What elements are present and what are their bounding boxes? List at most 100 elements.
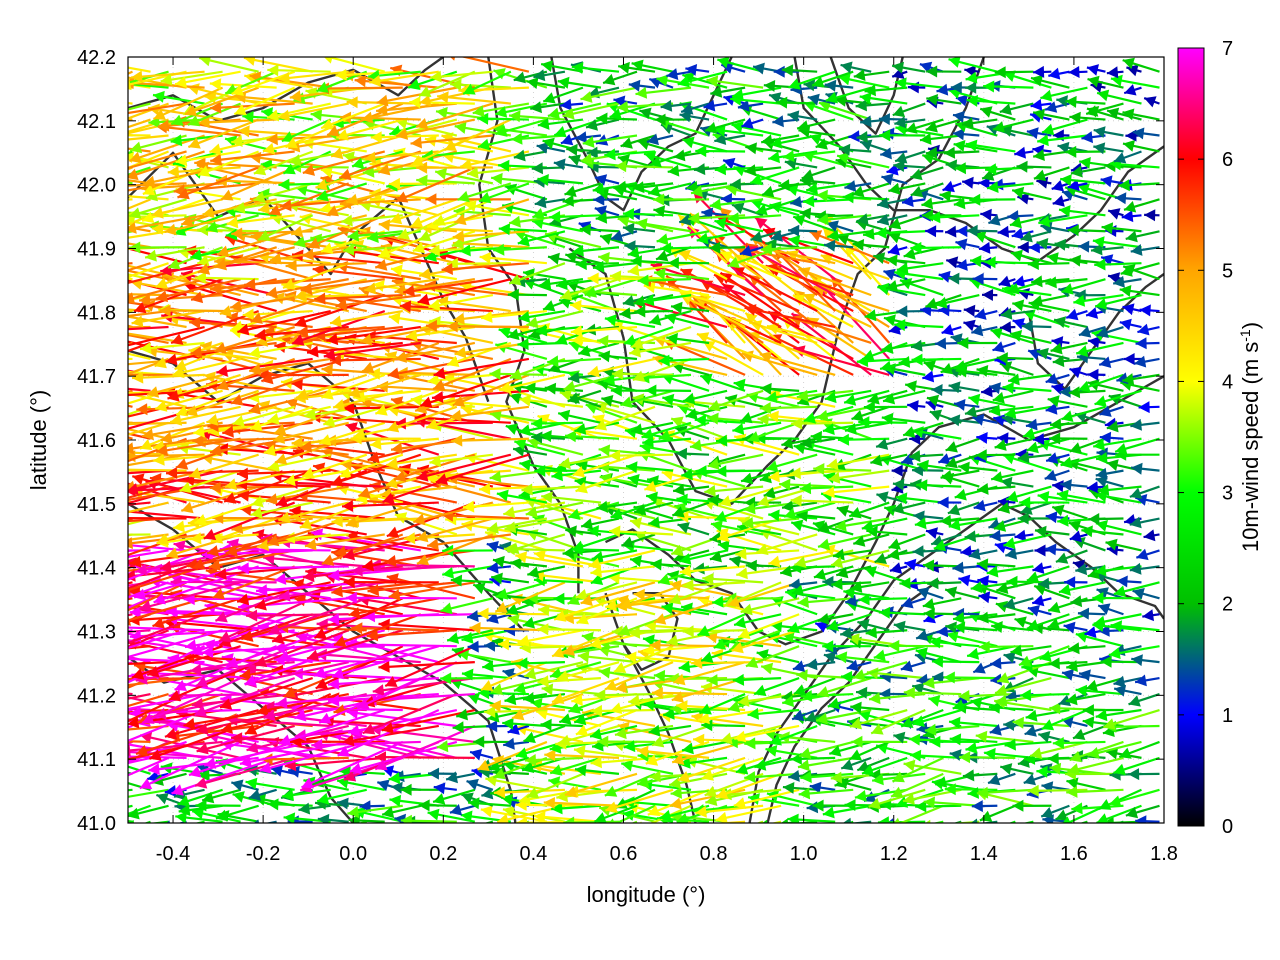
wind-arrow bbox=[327, 692, 439, 707]
wind-arrow bbox=[651, 724, 710, 748]
x-tick-label: -0.4 bbox=[156, 843, 190, 865]
wind-arrow bbox=[284, 820, 295, 823]
wind-arrow bbox=[915, 647, 962, 664]
wind-arrow bbox=[1125, 804, 1160, 819]
wind-arrow bbox=[994, 677, 1052, 696]
wind-arrow bbox=[195, 799, 241, 812]
wind-arrow bbox=[891, 756, 944, 783]
wind-arrow bbox=[793, 677, 836, 696]
colorbar bbox=[1177, 47, 1205, 827]
wind-arrow bbox=[701, 756, 764, 781]
wind-arrow bbox=[490, 677, 548, 696]
wind-arrow bbox=[128, 645, 151, 650]
wind-arrow bbox=[551, 802, 602, 815]
wind-arrow bbox=[1008, 820, 1016, 823]
colorbar-title-end: ) bbox=[1238, 322, 1263, 329]
wind-arrow bbox=[697, 708, 764, 725]
wind-arrow bbox=[128, 277, 133, 281]
wind-arrow bbox=[128, 655, 151, 664]
wind-arrow bbox=[331, 645, 440, 680]
wind-arrow bbox=[540, 718, 583, 731]
wind-arrow bbox=[489, 700, 565, 712]
wind-arrow bbox=[984, 747, 1034, 760]
wind-arrow bbox=[1012, 799, 1052, 812]
wind-arrow bbox=[770, 820, 782, 823]
wind-arrow bbox=[467, 692, 512, 712]
x-tick-label: 0.2 bbox=[429, 843, 457, 865]
wind-arrow bbox=[755, 820, 764, 823]
wind-arrow bbox=[400, 783, 439, 796]
wind-arrow bbox=[574, 764, 620, 777]
wind-arrow bbox=[1098, 820, 1106, 823]
wind-arrow bbox=[861, 756, 908, 776]
wind-arrow bbox=[177, 788, 223, 807]
wind-arrow bbox=[798, 787, 854, 800]
wind-arrow bbox=[486, 720, 511, 733]
wind-arrow bbox=[577, 650, 638, 664]
wind-arrow bbox=[604, 661, 674, 691]
x-tick-label: 1.8 bbox=[1150, 843, 1178, 865]
wind-arrow bbox=[488, 756, 530, 772]
wind-arrow bbox=[651, 687, 728, 699]
y-tick-label: 41.2 bbox=[77, 685, 116, 707]
wind-arrow bbox=[1103, 708, 1160, 730]
wind-arrow bbox=[769, 724, 818, 746]
wind-arrow bbox=[128, 645, 133, 648]
wind-arrow bbox=[381, 804, 422, 819]
wind-arrow bbox=[1000, 763, 1034, 775]
wind-arrow bbox=[1066, 785, 1124, 798]
wind-arrow bbox=[1118, 740, 1160, 759]
wind-arrow bbox=[672, 661, 746, 686]
wind-arrow bbox=[695, 804, 764, 818]
wind-arrow bbox=[990, 657, 1016, 670]
y-tick-label: 42.0 bbox=[77, 175, 116, 197]
wind-arrow bbox=[1041, 708, 1088, 731]
x-tick-label: 0.8 bbox=[700, 843, 728, 865]
wind-arrow bbox=[747, 707, 800, 720]
wind-arrow bbox=[466, 778, 494, 791]
wind-arrow bbox=[128, 293, 133, 297]
wind-arrow bbox=[1134, 674, 1160, 687]
wind-arrow bbox=[705, 631, 782, 648]
wind-arrow bbox=[141, 677, 242, 724]
wind-arrow bbox=[648, 724, 692, 737]
wind-arrow bbox=[128, 389, 133, 394]
wind-arrow bbox=[782, 782, 818, 794]
wind-arrow bbox=[952, 693, 998, 711]
wind-arrow bbox=[912, 708, 962, 727]
wind-arrow bbox=[598, 666, 656, 680]
wind-arrow bbox=[1128, 768, 1160, 781]
wind-arrow bbox=[1082, 716, 1124, 729]
colorbar-tick-label: 4 bbox=[1222, 371, 1233, 393]
wind-arrow bbox=[469, 748, 494, 761]
wind-arrow bbox=[823, 651, 854, 664]
wind-arrow bbox=[1066, 660, 1106, 672]
wind-arrow bbox=[523, 661, 584, 680]
wind-arrow bbox=[440, 672, 493, 685]
wind-arrow bbox=[275, 692, 385, 709]
wind-arrow bbox=[449, 804, 476, 816]
wind-arrow bbox=[256, 692, 349, 716]
wind-arrow bbox=[128, 198, 133, 201]
wind-arrow bbox=[194, 677, 296, 717]
wind-arrow bbox=[1095, 708, 1142, 722]
wind-arrow bbox=[516, 657, 565, 670]
wind-arrow bbox=[840, 670, 890, 683]
wind-arrow bbox=[851, 735, 908, 748]
wind-arrow bbox=[188, 740, 295, 778]
wind-arrow bbox=[220, 708, 313, 734]
y-tick-label: 41.7 bbox=[77, 366, 116, 388]
x-tick-label: 0.0 bbox=[339, 843, 367, 865]
wind-arrow bbox=[715, 804, 782, 823]
wind-arrow bbox=[849, 708, 908, 730]
y-tick-label: 41.4 bbox=[77, 558, 116, 580]
wind-arrow bbox=[139, 740, 242, 790]
wind-arrow bbox=[549, 661, 602, 680]
wind-arrow bbox=[649, 639, 728, 652]
wind-arrow bbox=[900, 660, 926, 672]
colorbar-title-main: 10m-wind speed (m s bbox=[1238, 342, 1263, 552]
wind-arrow bbox=[248, 788, 277, 801]
wind-arrow bbox=[1113, 675, 1142, 688]
wind-arrow bbox=[374, 724, 476, 771]
